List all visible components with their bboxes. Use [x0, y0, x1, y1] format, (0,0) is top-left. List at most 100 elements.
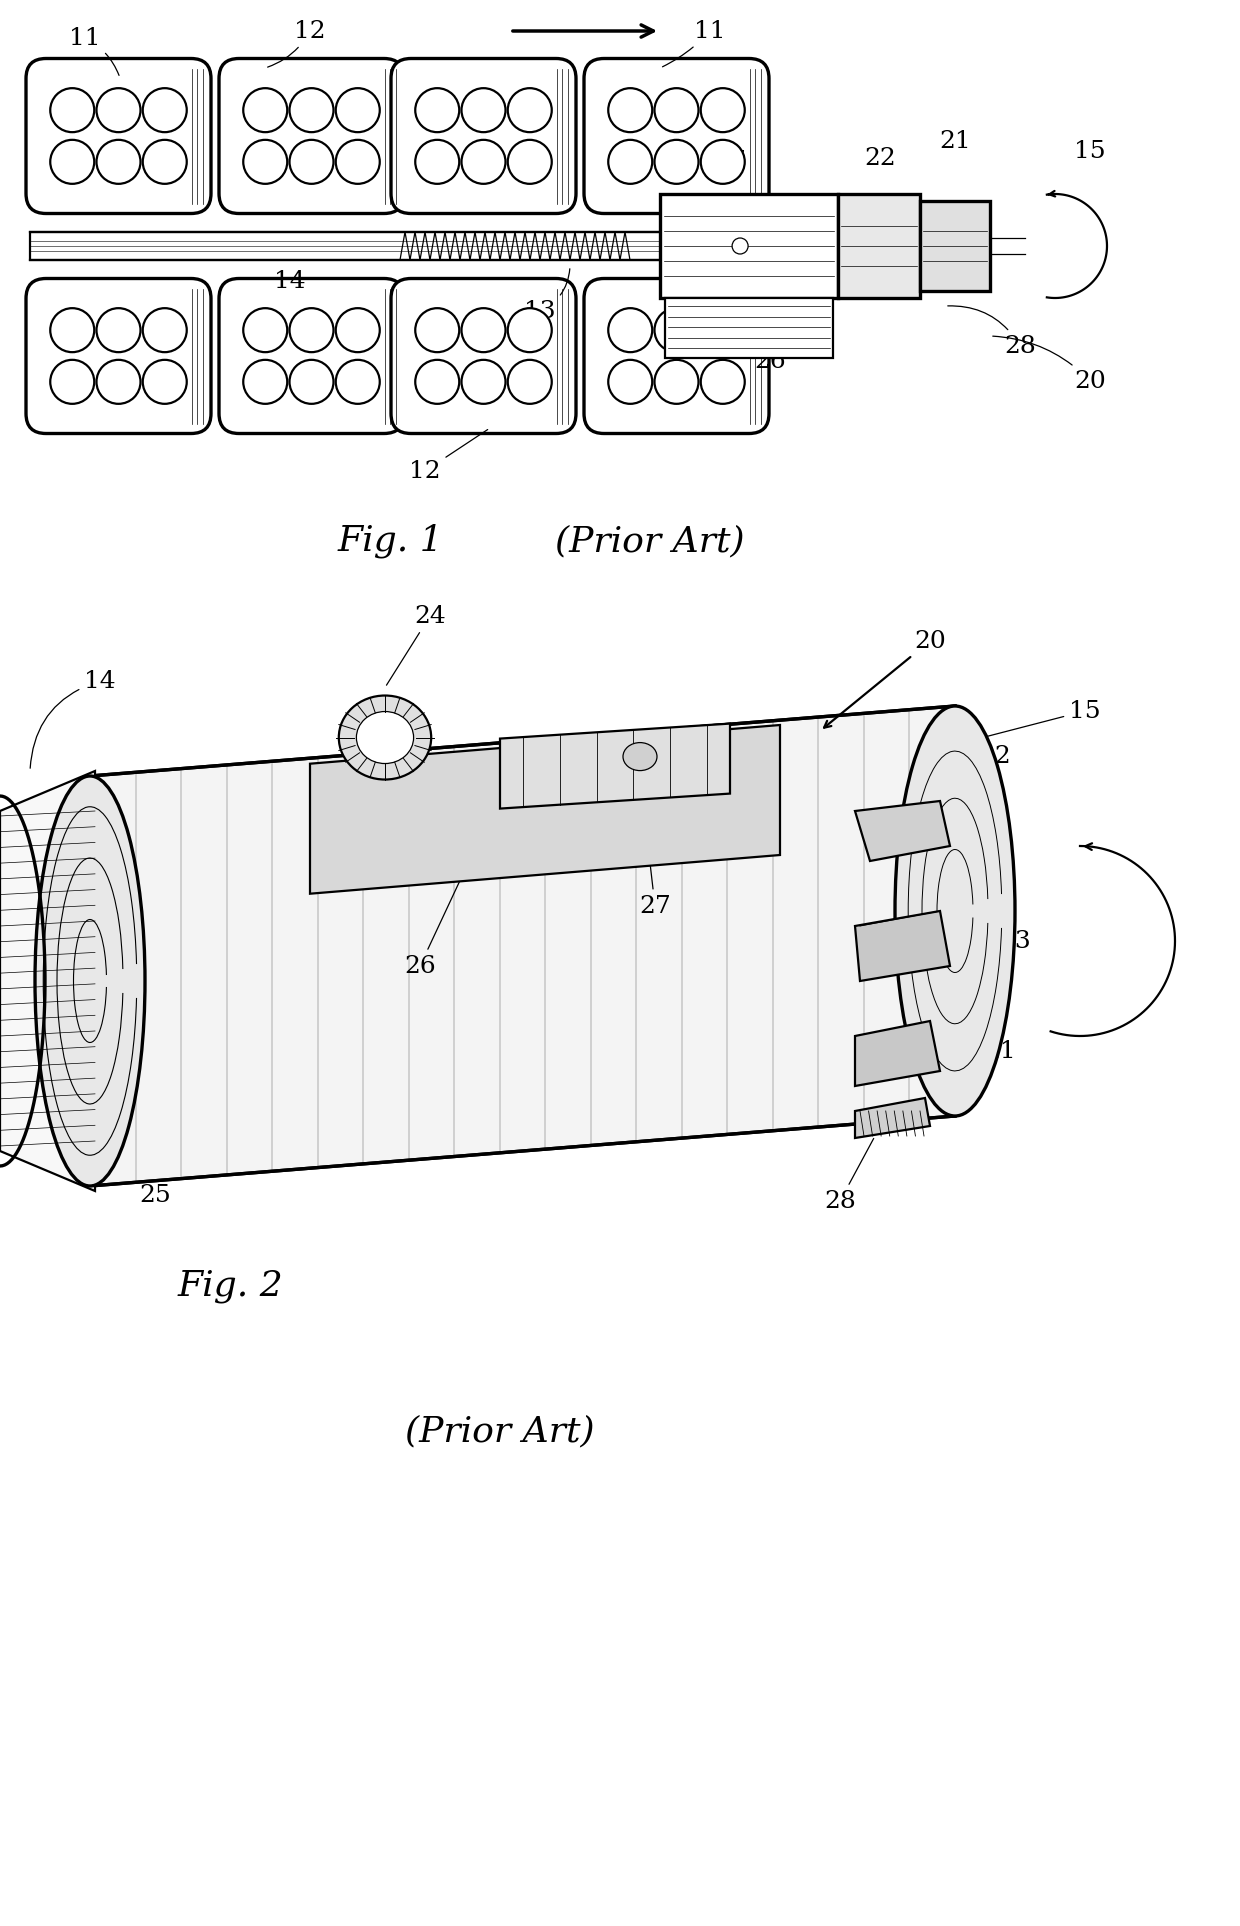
- Ellipse shape: [895, 707, 1016, 1115]
- Text: 11: 11: [69, 27, 119, 75]
- Circle shape: [336, 308, 379, 352]
- Circle shape: [507, 308, 552, 352]
- Text: 20: 20: [825, 630, 946, 728]
- Circle shape: [655, 360, 698, 404]
- FancyBboxPatch shape: [26, 58, 211, 214]
- Circle shape: [336, 141, 379, 183]
- Circle shape: [289, 89, 334, 133]
- Circle shape: [243, 360, 288, 404]
- Text: 20: 20: [993, 337, 1106, 393]
- Circle shape: [243, 141, 288, 183]
- Bar: [665, 299, 833, 358]
- Text: 28: 28: [825, 1138, 874, 1213]
- FancyBboxPatch shape: [391, 58, 577, 214]
- Circle shape: [243, 308, 288, 352]
- Circle shape: [51, 89, 94, 133]
- Circle shape: [507, 89, 552, 133]
- FancyBboxPatch shape: [584, 58, 769, 214]
- Circle shape: [51, 141, 94, 183]
- Circle shape: [507, 141, 552, 183]
- Circle shape: [415, 89, 459, 133]
- Text: 27: 27: [639, 780, 671, 917]
- Text: Fig. 1: Fig. 1: [337, 524, 443, 559]
- Circle shape: [51, 308, 94, 352]
- Text: 15: 15: [1074, 139, 1106, 162]
- FancyBboxPatch shape: [219, 58, 404, 214]
- Circle shape: [701, 360, 745, 404]
- Text: 14: 14: [274, 270, 306, 293]
- Text: 23: 23: [999, 930, 1030, 953]
- Circle shape: [655, 141, 698, 183]
- Ellipse shape: [356, 711, 414, 763]
- Circle shape: [461, 308, 506, 352]
- Circle shape: [461, 141, 506, 183]
- Circle shape: [415, 360, 459, 404]
- Bar: [838, 195, 920, 299]
- Circle shape: [461, 360, 506, 404]
- Circle shape: [143, 308, 187, 352]
- Text: 27: 27: [714, 150, 746, 173]
- Text: 24: 24: [387, 605, 446, 686]
- Text: 21: 21: [939, 129, 971, 152]
- Text: 14: 14: [30, 670, 115, 768]
- Circle shape: [609, 141, 652, 183]
- Circle shape: [701, 308, 745, 352]
- FancyBboxPatch shape: [219, 279, 404, 433]
- Circle shape: [336, 360, 379, 404]
- FancyBboxPatch shape: [391, 279, 577, 433]
- Circle shape: [507, 360, 552, 404]
- Circle shape: [609, 89, 652, 133]
- Circle shape: [51, 360, 94, 404]
- Ellipse shape: [35, 776, 145, 1186]
- Circle shape: [143, 89, 187, 133]
- Bar: [30, 231, 830, 260]
- Circle shape: [97, 360, 140, 404]
- Circle shape: [143, 360, 187, 404]
- Text: 25: 25: [139, 1184, 171, 1208]
- Polygon shape: [856, 801, 950, 861]
- Circle shape: [289, 360, 334, 404]
- Circle shape: [143, 141, 187, 183]
- Circle shape: [609, 308, 652, 352]
- Circle shape: [461, 89, 506, 133]
- Text: 28: 28: [947, 306, 1035, 358]
- Text: Fig. 2: Fig. 2: [177, 1269, 283, 1304]
- Circle shape: [701, 89, 745, 133]
- Ellipse shape: [622, 743, 657, 770]
- Polygon shape: [0, 770, 95, 1190]
- Circle shape: [732, 239, 748, 254]
- Text: 22: 22: [861, 745, 1011, 830]
- Text: 11: 11: [662, 19, 725, 67]
- Circle shape: [609, 360, 652, 404]
- Circle shape: [336, 89, 379, 133]
- Polygon shape: [856, 911, 950, 980]
- Polygon shape: [856, 1098, 930, 1138]
- FancyBboxPatch shape: [584, 279, 769, 433]
- Polygon shape: [500, 724, 730, 809]
- Circle shape: [701, 141, 745, 183]
- Circle shape: [415, 141, 459, 183]
- Circle shape: [289, 308, 334, 352]
- Circle shape: [415, 308, 459, 352]
- Polygon shape: [310, 724, 780, 894]
- Text: 26: 26: [753, 339, 786, 372]
- Text: 12: 12: [409, 429, 487, 483]
- Circle shape: [97, 141, 140, 183]
- Text: 22: 22: [864, 146, 895, 169]
- Bar: [660, 195, 838, 299]
- Polygon shape: [856, 1021, 940, 1086]
- Circle shape: [243, 89, 288, 133]
- Text: (Prior Art): (Prior Art): [556, 524, 745, 559]
- FancyBboxPatch shape: [26, 279, 211, 433]
- Text: (Prior Art): (Prior Art): [405, 1414, 595, 1448]
- Text: 25: 25: [665, 324, 696, 347]
- Text: 21: 21: [985, 1040, 1016, 1063]
- Circle shape: [655, 308, 698, 352]
- Text: 15: 15: [952, 699, 1101, 745]
- Text: 13: 13: [525, 270, 570, 322]
- Circle shape: [97, 308, 140, 352]
- Text: 26: 26: [404, 776, 508, 978]
- Circle shape: [655, 89, 698, 133]
- Circle shape: [289, 141, 334, 183]
- Circle shape: [97, 89, 140, 133]
